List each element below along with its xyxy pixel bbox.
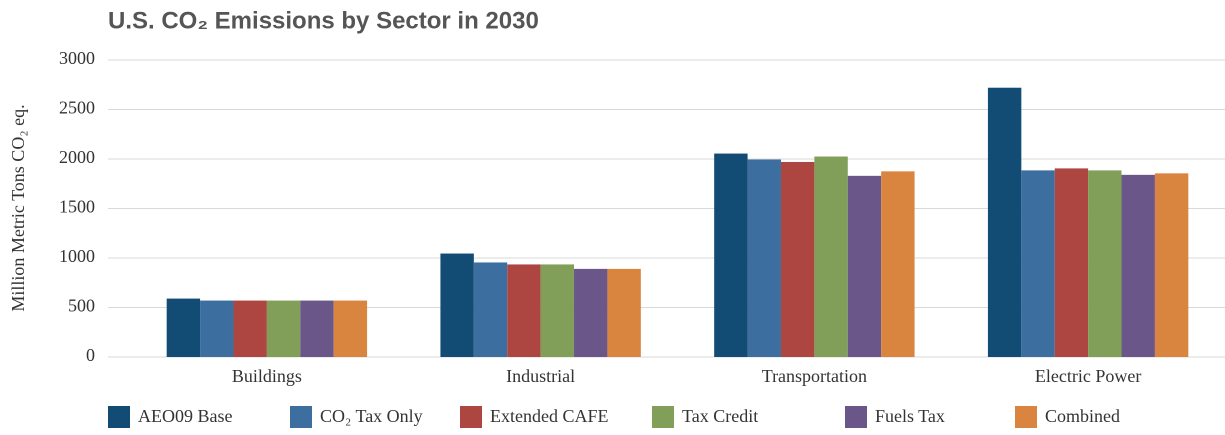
bar xyxy=(507,264,541,357)
x-tick-label: Industrial xyxy=(506,366,575,386)
bar xyxy=(1088,170,1122,357)
bar xyxy=(814,156,848,357)
y-axis-label: Million Metric Tons CO₂ eq. xyxy=(8,104,28,311)
chart-title: U.S. CO₂ Emissions by Sector in 2030 xyxy=(108,7,539,34)
bar xyxy=(233,300,267,357)
legend-swatch xyxy=(460,406,482,428)
bar xyxy=(987,87,1022,357)
legend-label: CO₂ Tax Only xyxy=(320,406,423,426)
x-tick-label: Transportation xyxy=(762,366,867,386)
bar xyxy=(847,175,882,357)
bar xyxy=(200,300,234,357)
y-tick-label: 1000 xyxy=(59,246,95,266)
bar xyxy=(1054,168,1089,357)
bar xyxy=(540,264,575,357)
bar xyxy=(1154,173,1189,357)
bar xyxy=(166,298,201,357)
legend-label: Tax Credit xyxy=(682,406,758,426)
y-tick-label: 500 xyxy=(68,296,95,316)
legend-label: AEO09 Base xyxy=(138,406,232,426)
legend-swatch xyxy=(108,406,130,428)
legend-label: Extended CAFE xyxy=(490,406,609,426)
legend-label: Combined xyxy=(1045,406,1120,426)
legend-swatch xyxy=(652,406,674,428)
y-tick-label: 3000 xyxy=(59,48,95,68)
y-tick-label: 1500 xyxy=(59,197,95,217)
bar xyxy=(747,159,781,357)
bar xyxy=(1021,170,1055,357)
bar xyxy=(1121,174,1155,357)
y-tick-label: 0 xyxy=(86,345,95,365)
bar xyxy=(881,171,915,357)
x-tick-label: Buildings xyxy=(232,366,302,386)
legend-swatch xyxy=(845,406,867,428)
bar xyxy=(780,161,815,357)
bar xyxy=(300,300,334,357)
y-tick-label: 2000 xyxy=(59,147,95,167)
bar xyxy=(607,268,641,357)
bar xyxy=(714,153,748,357)
bar xyxy=(473,262,508,357)
x-tick-label: Electric Power xyxy=(1035,366,1141,386)
bar xyxy=(333,300,368,357)
y-tick-label: 2500 xyxy=(59,98,95,118)
bar xyxy=(574,268,608,357)
legend-swatch xyxy=(1015,406,1037,428)
bar xyxy=(440,253,474,357)
legend-swatch xyxy=(290,406,312,428)
legend-label: Fuels Tax xyxy=(875,406,945,426)
bar xyxy=(266,300,301,357)
